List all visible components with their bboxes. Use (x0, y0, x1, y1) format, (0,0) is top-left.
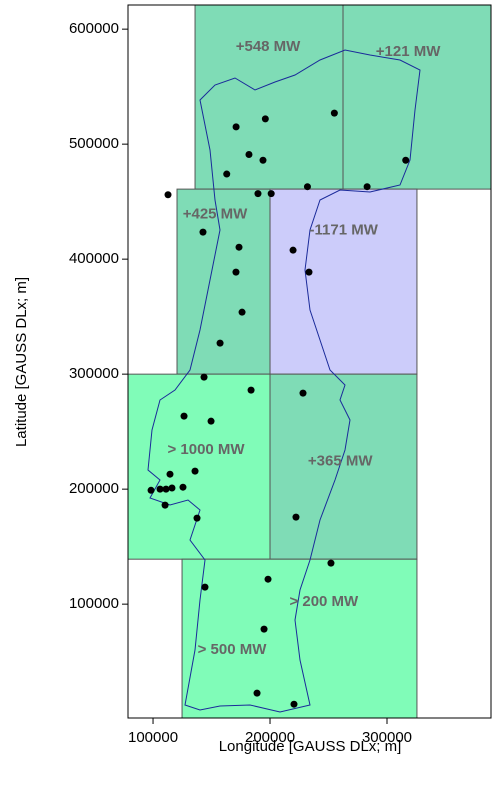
point (147, 486, 155, 494)
point (261, 115, 269, 123)
point (201, 583, 209, 591)
point (199, 228, 207, 236)
annotation: -1171 MW (310, 221, 379, 238)
point (232, 268, 240, 276)
y-tick-label: 200000 (69, 480, 119, 497)
y-tick-label: 100000 (69, 595, 119, 612)
region (128, 373, 271, 560)
point (207, 417, 215, 425)
point (162, 485, 170, 493)
point (253, 689, 261, 697)
point (166, 470, 174, 478)
annotation: > 200 MW (289, 593, 359, 610)
coastline (147, 49, 421, 713)
point (330, 109, 338, 117)
point (290, 700, 298, 708)
y-axis-label: Latitude [GAUSS DLx; m] (13, 277, 30, 447)
point (289, 246, 297, 254)
point (179, 483, 187, 491)
point (292, 513, 300, 521)
point (245, 151, 253, 158)
y-tick-label: 400000 (69, 250, 119, 267)
plot-frame (127, 4, 492, 719)
point (264, 575, 272, 583)
point (161, 501, 169, 509)
point (303, 183, 311, 191)
annotation: +365 MW (308, 453, 373, 470)
point (299, 389, 307, 397)
point (180, 412, 188, 420)
point (164, 191, 172, 199)
points (147, 109, 410, 708)
x-axis-label: Longitude [GAUSS DLx; m] (219, 738, 402, 755)
y-tick-label: 600000 (69, 20, 119, 37)
point (254, 190, 262, 198)
axes: 100000 200000 300000 100000 200000 300000 4000… (69, 20, 412, 746)
annotations: +548 MW +121 MW +425 MW -1171 MW > 1000 MW +3… (167, 38, 441, 658)
y-tick-label: 300000 (69, 365, 119, 382)
point (247, 386, 255, 394)
point (216, 339, 224, 347)
point (232, 123, 240, 131)
point (238, 308, 246, 316)
point (363, 183, 371, 191)
point (402, 156, 410, 164)
region (181, 558, 418, 718)
point (259, 156, 267, 164)
point (200, 373, 208, 381)
point (223, 170, 231, 178)
annotation: > 1000 MW (167, 441, 245, 458)
region (194, 5, 344, 190)
point (235, 243, 243, 251)
point (191, 467, 199, 475)
annotation: +121 MW (376, 43, 441, 60)
point (168, 484, 176, 492)
region (269, 188, 418, 375)
region (269, 373, 418, 560)
annotation: +425 MW (183, 205, 248, 222)
point (260, 625, 268, 633)
x-tick-label: 100000 (128, 729, 178, 746)
point (267, 190, 275, 198)
y-tick-label: 500000 (69, 135, 119, 152)
x-tick-label: 300000 (362, 729, 412, 746)
point (327, 559, 335, 567)
regions (128, 5, 491, 718)
point (305, 268, 313, 276)
point (156, 485, 164, 493)
x-tick-label: 200000 (245, 729, 295, 746)
annotation: +548 MW (236, 38, 301, 55)
annotation: > 500 MW (198, 641, 268, 658)
point (193, 514, 201, 522)
